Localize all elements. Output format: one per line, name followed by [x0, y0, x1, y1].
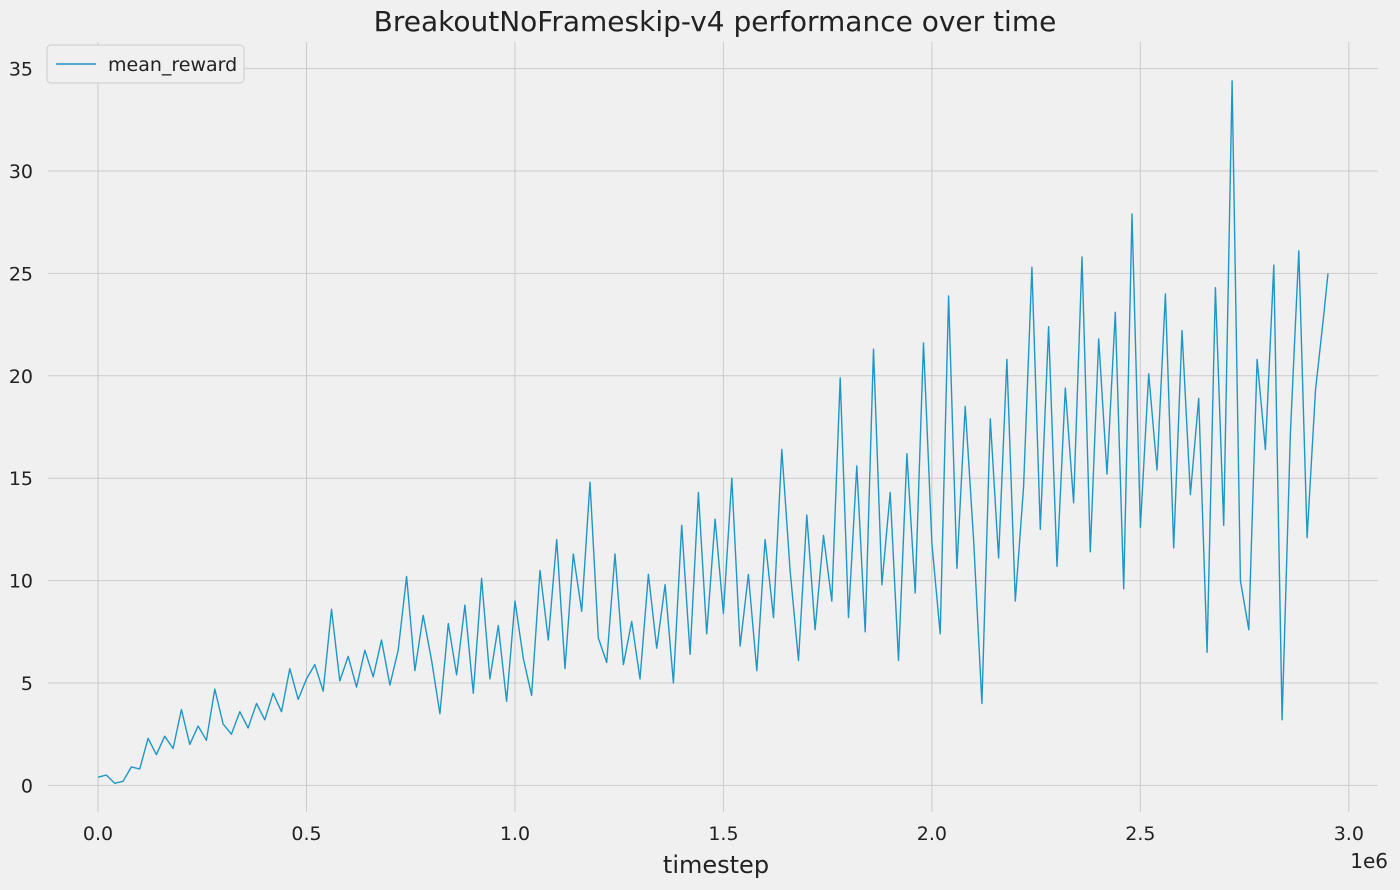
legend: mean_reward [46, 44, 245, 84]
y-tick-label: 5 [21, 673, 33, 695]
y-tick-label: 35 [9, 59, 33, 81]
x-tick-label: 3.0 [1334, 823, 1364, 845]
x-tick-label: 0.0 [83, 823, 113, 845]
y-tick-label: 15 [9, 468, 33, 490]
x-tick-label: 1.0 [500, 823, 530, 845]
y-tick-label: 10 [9, 571, 33, 593]
x-tick-label: 2.5 [1125, 823, 1155, 845]
series-line-mean-reward [97, 80, 1329, 784]
chart-title: BreakoutNoFrameskip-v4 performance over … [374, 5, 1057, 38]
y-tick-label: 20 [9, 366, 33, 388]
x-tick-label: 2.0 [917, 823, 947, 845]
x-tick-label: 1.5 [708, 823, 738, 845]
x-axis-offset-label: 1e6 [1350, 849, 1388, 873]
x-tick-label: 0.5 [291, 823, 321, 845]
legend-box [46, 44, 245, 84]
axis-ticks: 0.0 0.5 1.0 1.5 2.0 2.5 3.0 0 5 10 15 20 25 30 35 [9, 59, 1364, 845]
x-axis-label: timestep [663, 851, 769, 879]
y-tick-label: 25 [9, 263, 33, 285]
grid [48, 42, 1378, 812]
series-layer [97, 80, 1329, 784]
y-tick-label: 30 [9, 161, 33, 183]
legend-label-mean-reward: mean_reward [108, 54, 237, 76]
y-tick-label: 0 [21, 775, 33, 797]
